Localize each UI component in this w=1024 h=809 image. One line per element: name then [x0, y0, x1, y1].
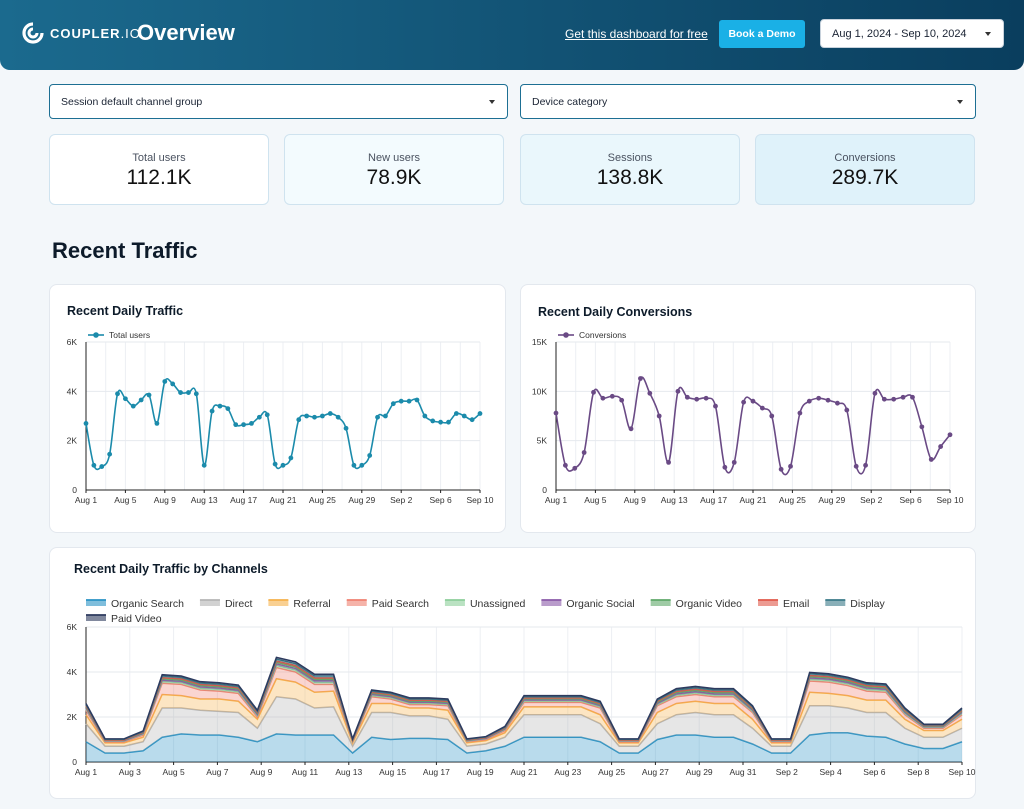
recent-daily-conversions-card: Recent Daily Conversions: [520, 284, 976, 533]
brand-name: COUPLER.IO: [50, 25, 141, 41]
kpi-label: Total users: [132, 152, 186, 164]
section-title: Recent Traffic: [52, 238, 198, 263]
kpi-value: 138.8K: [596, 166, 664, 189]
book-demo-button[interactable]: Book a Demo: [719, 20, 805, 48]
recent-daily-traffic-card: Recent Daily Traffic: [49, 284, 506, 533]
kpi-value: 289.7K: [831, 166, 899, 189]
date-range-picker[interactable]: Aug 1, 2024 - Sep 10, 2024: [820, 19, 1004, 48]
chart-title: Recent Daily Conversions: [538, 305, 693, 319]
brand-logo[interactable]: COUPLER.IO: [22, 22, 141, 44]
kpi-card-new-users: New users 78.9K: [284, 134, 504, 205]
kpi-card-total-users: Total users 112.1K: [49, 134, 269, 205]
chevron-down-icon: [985, 31, 991, 36]
chart-title: Recent Daily Traffic by Channels: [74, 562, 268, 576]
kpi-label: New users: [368, 152, 420, 164]
channel-group-filter-label: Session default channel group: [61, 95, 203, 108]
chart-title: Recent Daily Traffic: [67, 304, 184, 318]
kpi-value: 112.1K: [126, 166, 192, 189]
date-range-value: Aug 1, 2024 - Sep 10, 2024: [832, 27, 967, 40]
get-dashboard-link[interactable]: Get this dashboard for free: [565, 27, 708, 41]
kpi-label: Sessions: [607, 152, 653, 164]
page-title: Overview: [137, 20, 235, 45]
kpi-value: 78.9K: [366, 166, 422, 189]
traffic-by-channels-card: Recent Daily Traffic by Channels: [49, 547, 976, 799]
chevron-down-icon: [957, 99, 963, 104]
device-category-filter[interactable]: Device category: [520, 84, 976, 119]
channel-group-filter[interactable]: Session default channel group: [49, 84, 508, 119]
device-category-filter-label: Device category: [532, 95, 608, 108]
kpi-card-sessions: Sessions 138.8K: [520, 134, 740, 205]
chevron-down-icon: [489, 99, 495, 104]
header-bar: COUPLER.IO Overview Get this dashboard f…: [0, 0, 1024, 70]
coupler-logo-icon: [22, 22, 44, 44]
kpi-label: Conversions: [834, 152, 896, 164]
kpi-card-conversions: Conversions 289.7K: [755, 134, 975, 205]
